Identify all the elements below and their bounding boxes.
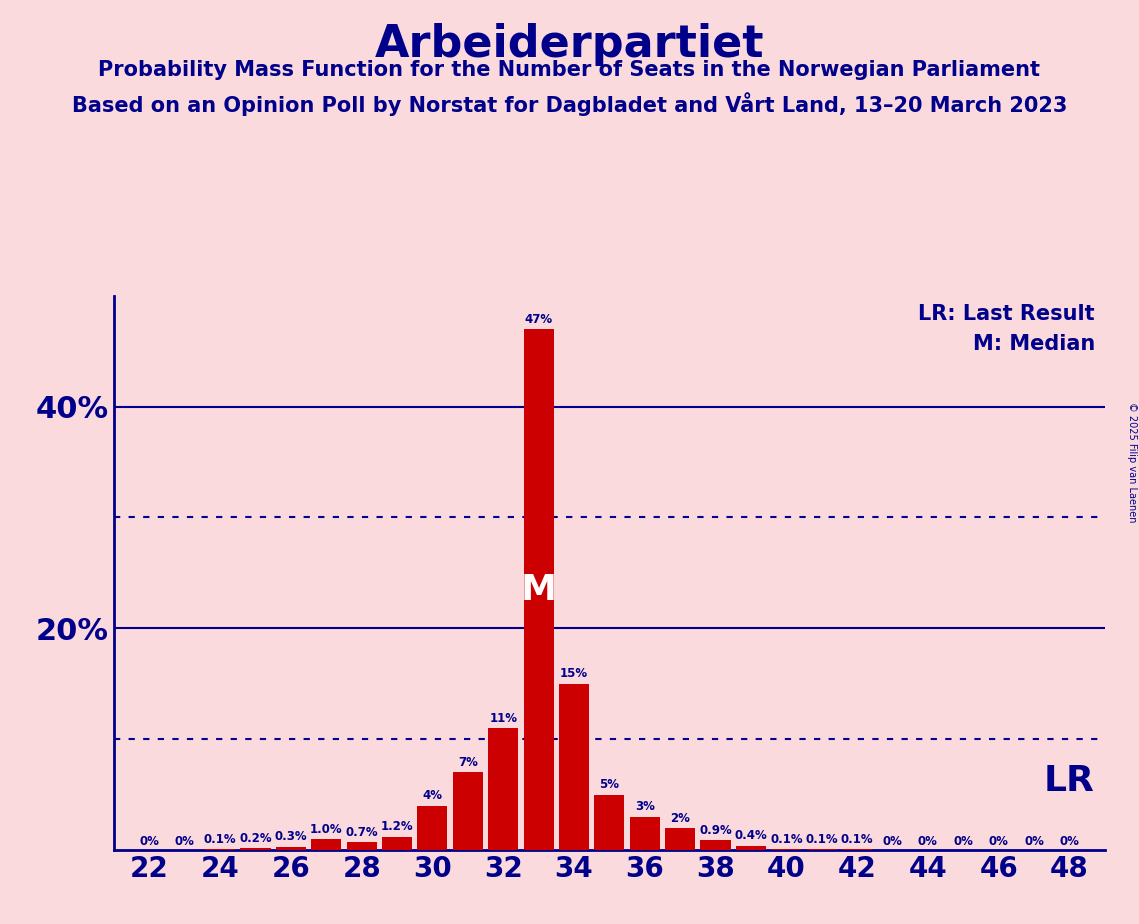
Text: Arbeiderpartiet: Arbeiderpartiet [375,23,764,67]
Bar [806,849,837,850]
Text: 47%: 47% [525,312,552,325]
Text: M: M [521,573,557,606]
Bar [382,837,412,850]
Text: 0%: 0% [989,835,1009,848]
Text: 3%: 3% [634,800,655,813]
Text: 4%: 4% [423,789,442,802]
Text: 5%: 5% [599,778,620,791]
Text: 0.2%: 0.2% [239,832,272,845]
Text: 7%: 7% [458,756,477,769]
Text: © 2025 Filip van Laenen: © 2025 Filip van Laenen [1126,402,1137,522]
Text: 0.1%: 0.1% [841,833,874,845]
Bar [346,843,377,850]
Bar [205,849,235,850]
Text: 1.2%: 1.2% [380,821,413,833]
Bar [665,828,695,850]
Text: 0.1%: 0.1% [770,833,803,845]
Text: M: Median: M: Median [973,334,1095,355]
Text: 0.9%: 0.9% [699,824,732,837]
Text: 0%: 0% [139,835,159,848]
Text: 0%: 0% [1024,835,1044,848]
Text: 0.4%: 0.4% [735,830,768,843]
Text: 0.1%: 0.1% [204,833,237,845]
Bar [276,846,306,850]
Bar [240,848,270,850]
Bar [417,806,448,850]
Bar [559,684,589,850]
Bar [489,728,518,850]
Text: 15%: 15% [560,667,588,680]
Text: Probability Mass Function for the Number of Seats in the Norwegian Parliament: Probability Mass Function for the Number… [98,60,1041,80]
Bar [524,329,554,850]
Text: 0%: 0% [1059,835,1080,848]
Bar [453,772,483,850]
Text: 0%: 0% [953,835,973,848]
Bar [771,849,802,850]
Text: 0.3%: 0.3% [274,831,308,844]
Text: Based on an Opinion Poll by Norstat for Dagbladet and Vårt Land, 13–20 March 202: Based on an Opinion Poll by Norstat for … [72,92,1067,116]
Text: LR: Last Result: LR: Last Result [918,304,1095,324]
Bar [595,795,624,850]
Text: 1.0%: 1.0% [310,822,343,835]
Bar [311,839,342,850]
Bar [736,845,765,850]
Text: LR: LR [1044,764,1095,798]
Text: 0%: 0% [883,835,902,848]
Bar [630,817,659,850]
Text: 2%: 2% [670,811,690,824]
Text: 0.1%: 0.1% [805,833,838,845]
Text: 11%: 11% [489,711,517,724]
Text: 0%: 0% [174,835,195,848]
Bar [700,840,730,850]
Bar [842,849,872,850]
Text: 0.7%: 0.7% [345,826,378,839]
Text: 0%: 0% [918,835,937,848]
